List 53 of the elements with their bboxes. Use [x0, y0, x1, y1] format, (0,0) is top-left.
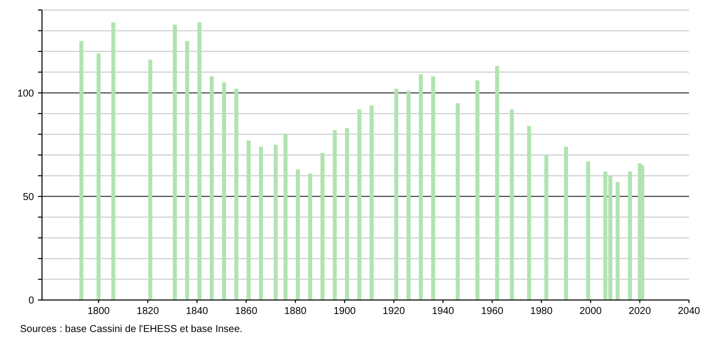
bar [308, 174, 312, 300]
x-tick-label: 1980 [530, 306, 553, 317]
bar [544, 155, 548, 300]
bar [345, 128, 350, 300]
bar [586, 161, 590, 300]
bar [357, 109, 362, 300]
bar [185, 41, 190, 300]
y-tick-label: 50 [22, 192, 34, 203]
x-tick-label: 1920 [382, 306, 406, 317]
x-tick-label: 1820 [136, 306, 160, 317]
bar [418, 74, 423, 300]
bar [246, 140, 251, 300]
y-tick-label: 0 [28, 296, 34, 306]
bar [370, 105, 374, 300]
bar [258, 146, 263, 300]
x-tick-label: 2040 [678, 306, 701, 317]
bar [148, 60, 152, 300]
bar [640, 165, 644, 300]
bar [210, 76, 214, 300]
bar [284, 134, 288, 300]
bar [274, 144, 278, 300]
x-tick-label: 2000 [579, 306, 602, 317]
bar [172, 24, 177, 300]
x-tick-label: 1800 [87, 306, 110, 317]
bar [320, 152, 324, 300]
bar [222, 82, 226, 300]
bar [394, 88, 398, 300]
source-note: Sources : base Cassini de l'EHESS et base Insee. [20, 324, 243, 335]
bar [296, 170, 300, 300]
bar [564, 146, 568, 300]
x-tick-label: 1840 [186, 306, 209, 317]
bar [495, 66, 500, 300]
x-tick-label: 1960 [481, 306, 504, 317]
bar [628, 172, 632, 300]
bar [510, 109, 514, 300]
x-tick-label: 1860 [235, 306, 258, 317]
x-tick-label: 2020 [628, 306, 652, 317]
bar [96, 54, 101, 300]
x-tick-label: 1900 [333, 306, 356, 317]
x-tick-label: 1880 [284, 306, 307, 317]
bar [406, 90, 411, 300]
bar [431, 76, 436, 300]
x-tick-label: 1940 [432, 306, 455, 317]
bar [456, 103, 460, 300]
bar [79, 41, 84, 300]
bar [234, 88, 238, 300]
bar [616, 182, 620, 300]
bar [332, 130, 337, 300]
bar [475, 80, 480, 300]
bar [111, 22, 116, 300]
y-tick-label: 100 [17, 88, 34, 100]
bar [527, 126, 532, 300]
bar [197, 22, 202, 300]
